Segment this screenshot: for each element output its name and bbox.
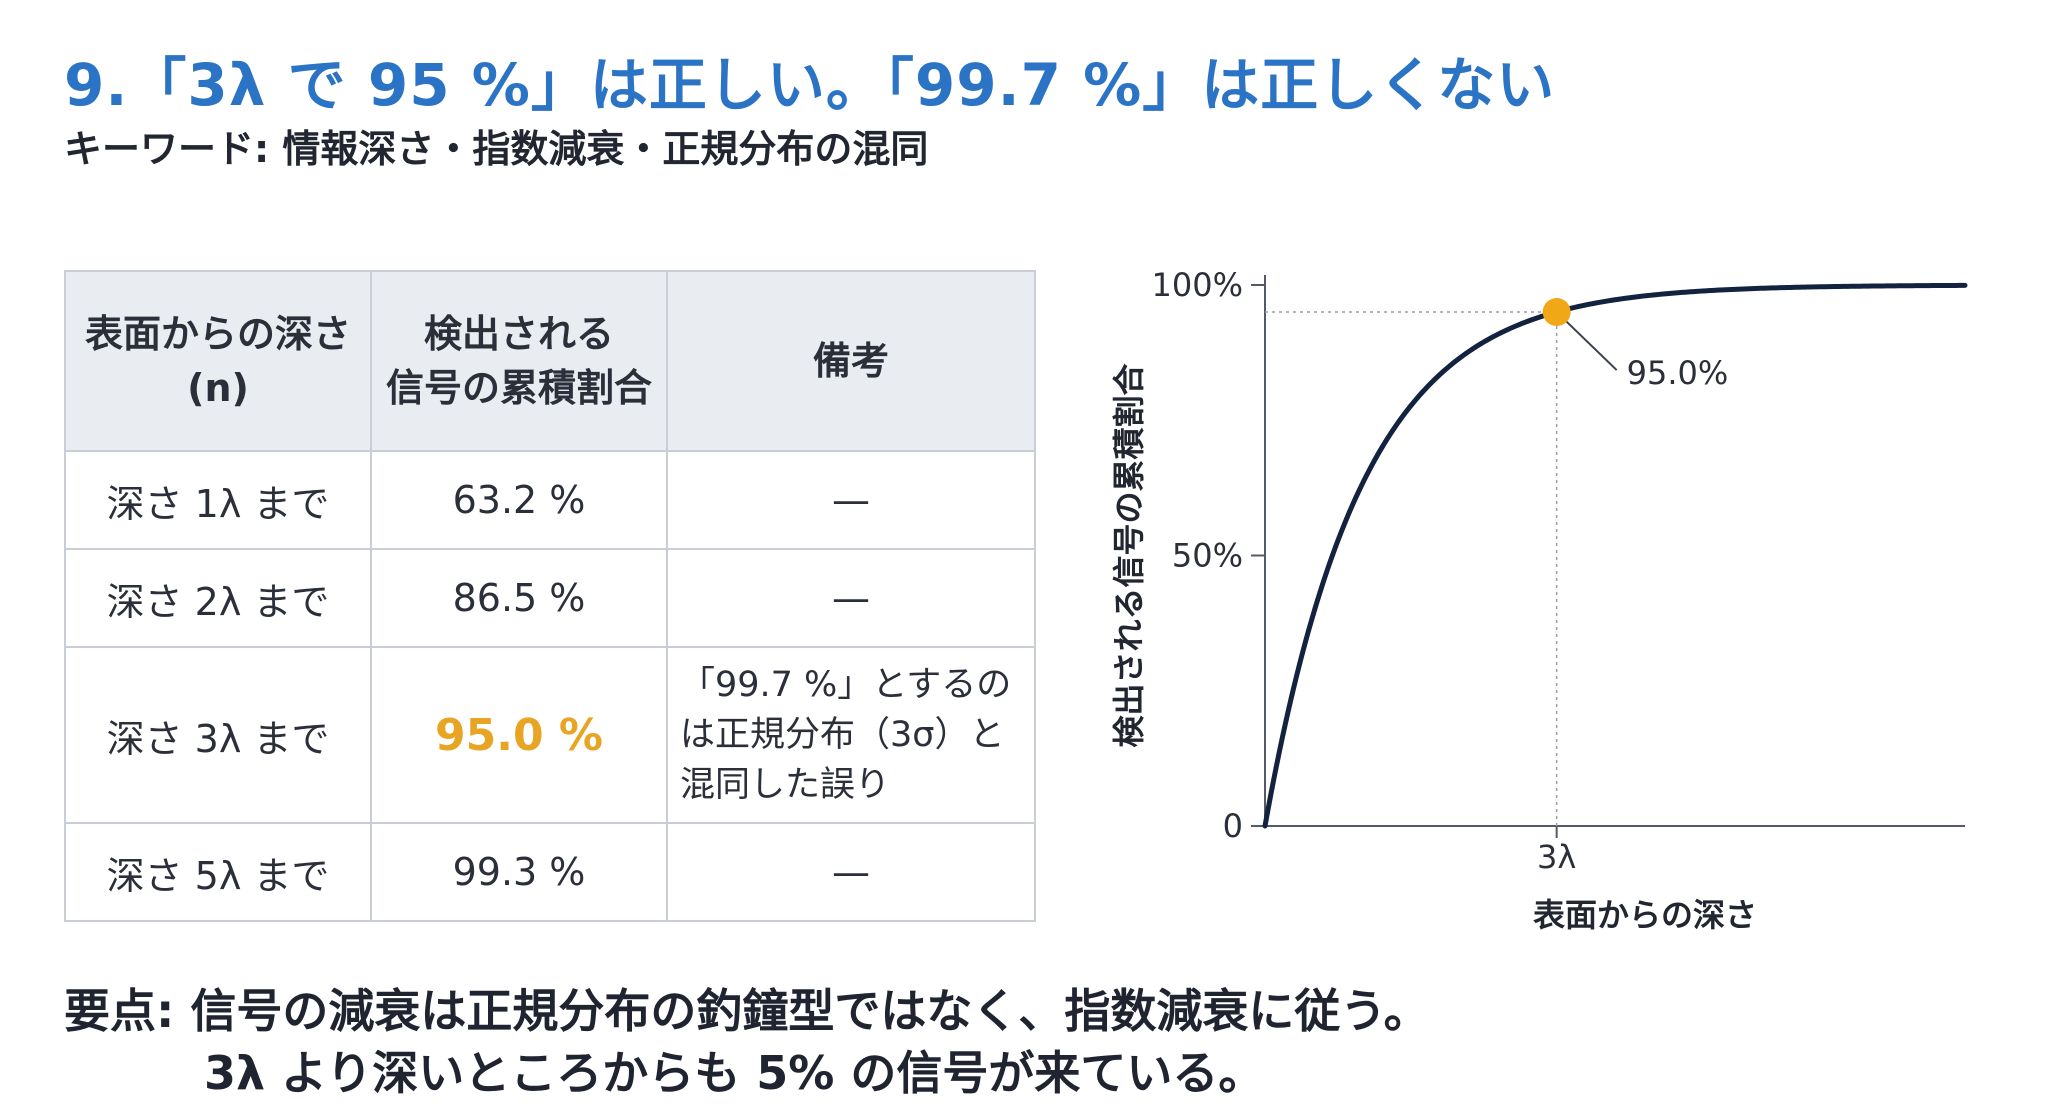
table-header-row: 表面からの深さ (n) 検出される 信号の累積割合 備考 [64,270,1036,452]
header-depth: 表面からの深さ (n) [64,270,372,452]
cell-note: — [666,822,1036,922]
cumulative-curve [1262,282,1968,829]
cell-depth: 深さ 1λ まで [64,450,372,550]
header-depth-line2: (n) [187,366,249,410]
data-table: 表面からの深さ (n) 検出される 信号の累積割合 備考 深さ 1λ まで 63… [64,270,1036,922]
page-title: 9.「3λ で 95 %」は正しい。「99.7 %」は正しくない [64,51,1556,119]
table-row: 深さ 2λ まで 86.5 % — [64,548,1036,648]
x-axis-label: 表面からの深さ [1533,896,1757,934]
header-depth-line1: 表面からの深さ [84,312,351,356]
table-row: 深さ 1λ まで 63.2 % — [64,450,1036,550]
y-tick-label: 50% [1172,537,1243,575]
page-subtitle: キーワード: 情報深さ・指数減衰・正規分布の混同 [64,127,929,171]
cell-note: — [666,450,1036,550]
annotation-marker [1542,298,1571,327]
cell-value: 86.5 % [370,548,668,648]
note-line: 混同した誤り [680,765,891,805]
cell-value: 99.3 % [370,822,668,922]
y-tick-label: 100% [1152,266,1243,304]
cell-value-highlight: 95.0 % [370,646,668,824]
cell-depth: 深さ 5λ まで [64,822,372,922]
y-axis-label: 検出される信号の累積割合 [1110,363,1148,747]
cumulative-signal-chart: 0 50% 100% 3λ 95.0% 表面からの深さ 検出される信号の累積割合 [1110,266,1968,934]
table-row: 深さ 3λ まで 95.0 % 「99.7 %」とするの は正規分布（3σ）と … [64,646,1036,824]
key-point-line2: 3λ より深いところからも 5% の信号が来ている。 [204,1046,1265,1100]
note-line: 「99.7 %」とするの [680,665,1012,705]
cell-note: — [666,548,1036,648]
key-point: 要点: 信号の減衰は正規分布の釣鐘型ではなく、指数減衰に従う。 3λ より深いと… [64,980,1430,1104]
cell-depth: 深さ 2λ まで [64,548,372,648]
header-signal: 検出される 信号の累積割合 [370,270,668,452]
cell-note: 「99.7 %」とするの は正規分布（3σ）と 混同した誤り [666,646,1036,824]
header-note: 備考 [666,270,1036,452]
x-tick-label: 3λ [1537,838,1576,876]
y-tick-label: 0 [1223,807,1243,845]
table-row: 深さ 5λ まで 99.3 % — [64,822,1036,922]
cell-value: 63.2 % [370,450,668,550]
note-line: は正規分布（3σ）と [680,715,1005,755]
header-signal-line1: 検出される [423,312,614,356]
cell-depth: 深さ 3λ まで [64,646,372,824]
annotation-label: 95.0% [1627,354,1729,392]
key-point-line1: 要点: 信号の減衰は正規分布の釣鐘型ではなく、指数減衰に従う。 [64,984,1430,1038]
header-signal-line2: 信号の累積割合 [385,366,652,410]
